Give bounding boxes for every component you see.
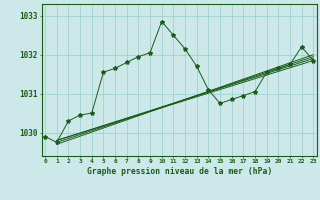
X-axis label: Graphe pression niveau de la mer (hPa): Graphe pression niveau de la mer (hPa) (87, 167, 272, 176)
